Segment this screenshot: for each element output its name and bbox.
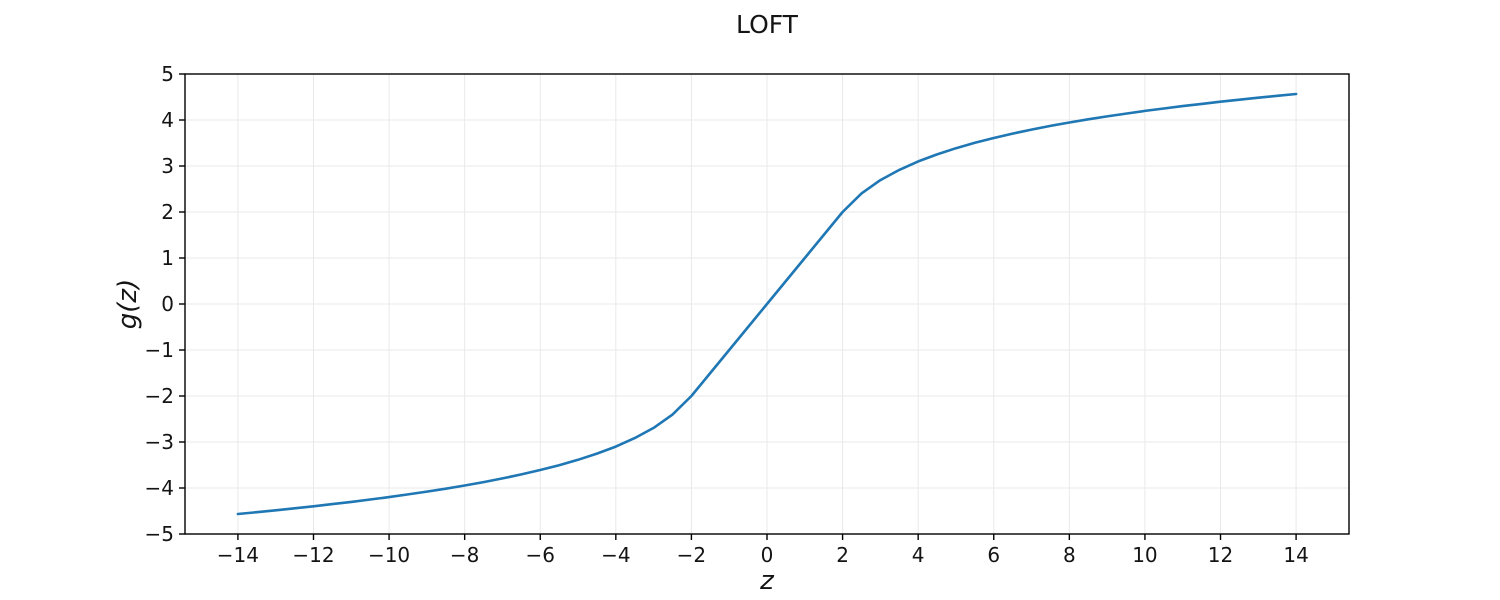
y-axis-label: g(z) (113, 279, 143, 329)
x-tick-label: −12 (292, 543, 334, 567)
x-axis-label: z (759, 566, 775, 596)
y-tick-label: −4 (145, 476, 174, 500)
x-tick-label: 8 (1063, 543, 1076, 567)
x-tick-label: 12 (1208, 543, 1233, 567)
y-tick-label: −5 (145, 522, 174, 546)
y-tick-label: 5 (161, 62, 174, 86)
x-tick-label: 14 (1283, 543, 1308, 567)
y-axis: −5 −4 −3 −2 −1 0 1 2 3 4 5 (145, 62, 185, 546)
y-tick-label: 1 (161, 246, 174, 270)
x-tick-label: −4 (601, 543, 630, 567)
loft-curve (236, 92, 1298, 516)
x-tick-label: −6 (526, 543, 555, 567)
x-tick-label: 0 (761, 543, 774, 567)
x-tick-label: 2 (836, 543, 849, 567)
chart-title: LOFT (736, 10, 799, 39)
x-tick-label: −10 (368, 543, 410, 567)
x-tick-label: −14 (217, 543, 259, 567)
x-tick-label: 10 (1132, 543, 1157, 567)
x-axis: −14 −12 −10 −8 −6 −4 −2 0 2 4 6 8 10 12 14 (217, 534, 1309, 567)
y-tick-label: 2 (161, 200, 174, 224)
x-tick-label: 4 (912, 543, 925, 567)
y-tick-label: −1 (145, 338, 174, 362)
y-tick-label: 0 (161, 292, 174, 316)
y-tick-label: 4 (161, 108, 174, 132)
x-tick-label: −8 (450, 543, 479, 567)
y-tick-label: 3 (161, 154, 174, 178)
y-tick-label: −2 (145, 384, 174, 408)
x-tick-label: −2 (677, 543, 706, 567)
x-tick-label: 6 (987, 543, 1000, 567)
gridlines (185, 73, 1349, 535)
y-tick-label: −3 (145, 430, 174, 454)
